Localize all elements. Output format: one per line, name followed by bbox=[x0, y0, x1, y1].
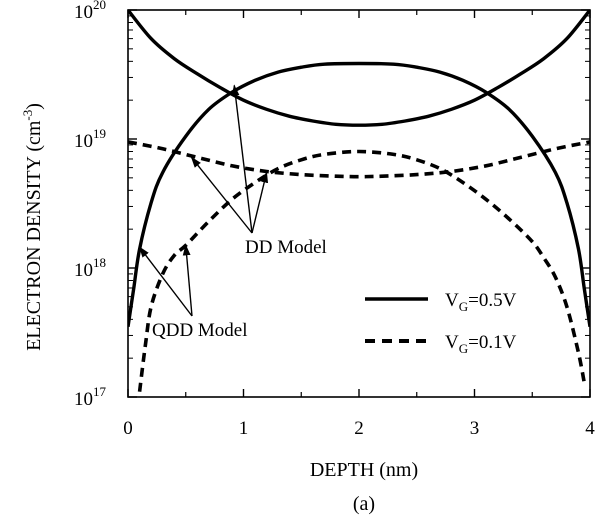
annotation-arrow bbox=[190, 156, 253, 234]
y-axis-label-main: ELECTRON DENSITY (cm bbox=[23, 120, 45, 351]
y-tick-exp: 20 bbox=[93, 0, 106, 12]
series-line-vg01_dd bbox=[128, 140, 590, 179]
annotation-arrow bbox=[231, 84, 253, 234]
y-tick-label: 1019 bbox=[74, 126, 106, 152]
annotation-arrow bbox=[182, 244, 193, 317]
annotation-label-dd-model: DD Model bbox=[245, 237, 327, 258]
figure-caption: (a) bbox=[353, 493, 375, 515]
series-line-vg01_qdd bbox=[137, 149, 586, 392]
x-tick-label: 2 bbox=[354, 418, 364, 439]
y-tick-base: 10 bbox=[74, 389, 93, 410]
y-tick-base: 10 bbox=[74, 260, 93, 281]
series-lines bbox=[128, 10, 590, 392]
legend: VG=0.5V VG=0.1V bbox=[365, 290, 517, 356]
annotations: DD Model QDD Model bbox=[138, 84, 327, 341]
y-tick-base: 10 bbox=[74, 131, 93, 152]
x-axis-label: DEPTH (nm) bbox=[310, 459, 418, 481]
annotation-label-qdd-model: QDD Model bbox=[152, 320, 248, 341]
y-tick-exp: 19 bbox=[93, 126, 106, 141]
series-line-vg05_dd bbox=[128, 10, 590, 127]
legend-label-vg01: VG=0.1V bbox=[445, 332, 517, 356]
y-axis-label: ELECTRON DENSITY (cm-3) bbox=[20, 103, 45, 351]
y-tick-base: 10 bbox=[74, 2, 93, 23]
series-line-vg05_qdd bbox=[128, 61, 590, 328]
x-tick-label: 4 bbox=[585, 418, 595, 439]
annotation-arrow bbox=[251, 171, 269, 234]
y-axis-label-close: ) bbox=[23, 103, 45, 110]
y-tick-label: 1017 bbox=[74, 384, 107, 410]
x-tick-label: 1 bbox=[239, 418, 249, 439]
y-tick-exp: 17 bbox=[93, 384, 107, 399]
y-tick-label: 1020 bbox=[74, 0, 106, 23]
x-tick-label: 0 bbox=[123, 418, 133, 439]
y-tick-exp: 18 bbox=[93, 255, 106, 270]
annotation-arrow bbox=[138, 246, 193, 317]
x-tick-label: 3 bbox=[470, 418, 480, 439]
y-axis-label-exp: -3 bbox=[20, 110, 35, 121]
legend-label-vg05: VG=0.5V bbox=[445, 290, 517, 314]
y-tick-label: 1018 bbox=[74, 255, 106, 281]
